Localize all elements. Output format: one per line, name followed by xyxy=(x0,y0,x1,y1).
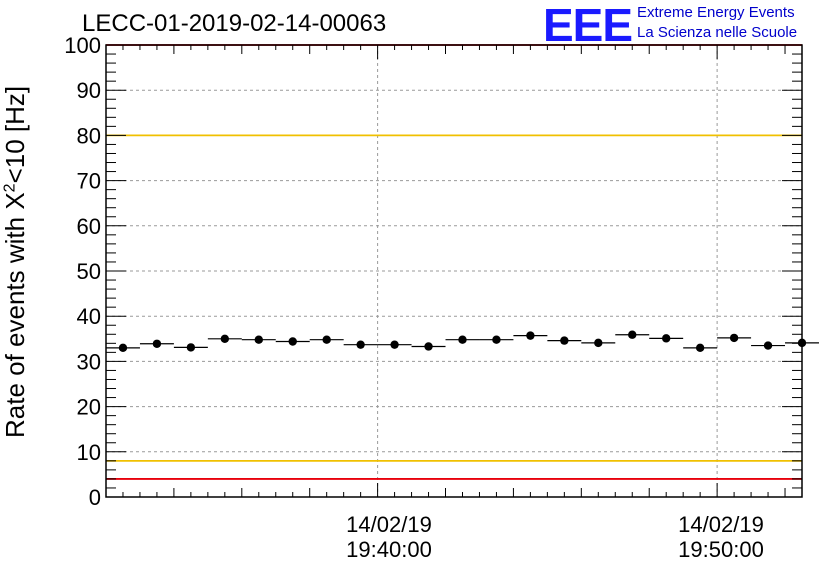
x-tick-1-date: 14/02/19 xyxy=(346,512,432,537)
data-point xyxy=(797,338,807,348)
data-points xyxy=(106,330,819,353)
y-tick-label: 10 xyxy=(77,440,101,465)
data-point xyxy=(695,343,705,353)
x-tick-label-1: 14/02/19 19:40:00 xyxy=(319,512,459,562)
y-tick-labels: 0 10 20 30 40 50 60 70 80 90 100 xyxy=(64,33,101,510)
y-tick-label: 70 xyxy=(77,169,101,194)
data-point xyxy=(288,337,297,346)
x-tick-1-time: 19:40:00 xyxy=(346,537,432,562)
x-tick-2-time: 19:50:00 xyxy=(678,537,764,562)
data-point xyxy=(763,341,773,350)
y-tick-label: 90 xyxy=(77,78,101,103)
data-point xyxy=(356,340,365,349)
data-point xyxy=(152,339,162,348)
y-tick-label: 0 xyxy=(89,485,101,510)
eee-logo: EEE xyxy=(543,0,633,51)
data-point xyxy=(729,333,739,343)
logo-text: EEE xyxy=(543,0,633,51)
data-point xyxy=(254,335,263,344)
reference-lines xyxy=(106,44,802,480)
y-axis-label-sup: 2 xyxy=(1,183,19,193)
y-tick-label: 40 xyxy=(77,304,101,329)
x-tick-label-2: 14/02/19 19:50:00 xyxy=(651,512,791,562)
data-point xyxy=(628,330,637,339)
axis-ticks xyxy=(105,44,803,498)
data-point xyxy=(661,334,671,343)
data-point xyxy=(424,342,433,351)
y-tick-label: 50 xyxy=(77,259,101,284)
x-tick-2-date: 14/02/19 xyxy=(678,512,764,537)
y-tick-label: 30 xyxy=(77,349,101,374)
y-tick-label: 60 xyxy=(77,214,101,239)
y-tick-label: 80 xyxy=(77,123,101,148)
data-point xyxy=(594,338,603,348)
data-point xyxy=(560,336,569,345)
data-point xyxy=(186,343,196,352)
y-axis-label-tail: <10 [Hz] xyxy=(0,85,30,184)
data-point xyxy=(390,340,399,349)
logo-line-1: Extreme Energy Events xyxy=(637,4,795,21)
data-point xyxy=(322,335,331,344)
y-tick-label: 20 xyxy=(77,395,101,420)
logo-line-2: La Scienza nelle Scuole xyxy=(637,24,798,41)
data-point xyxy=(458,335,467,344)
data-point xyxy=(492,335,501,344)
y-axis-label-main: Rate of events with X xyxy=(0,192,30,438)
data-point xyxy=(526,331,535,340)
data-point xyxy=(118,343,128,353)
chart-title: LECC-01-2019-02-14-00063 xyxy=(82,10,387,37)
grid-lines xyxy=(106,45,802,497)
data-point xyxy=(220,334,230,343)
y-tick-label: 100 xyxy=(64,33,101,58)
